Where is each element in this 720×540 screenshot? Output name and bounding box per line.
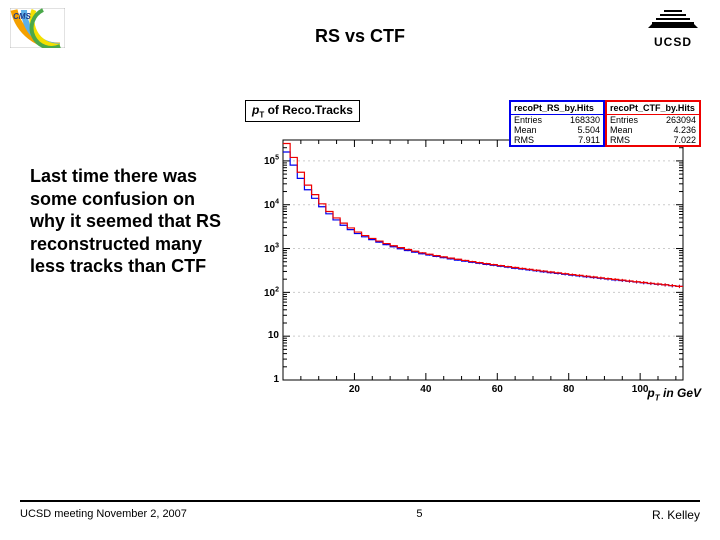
ytick-label: 1 xyxy=(239,374,279,385)
ytick-label: 104 xyxy=(239,199,279,211)
xtick-label: 40 xyxy=(411,384,441,395)
slide-title: RS vs CTF xyxy=(0,26,720,47)
xtick-label: 20 xyxy=(339,384,369,395)
xaxis-title: pT in GeV xyxy=(647,386,701,402)
chart-title: pT of Reco.Tracks xyxy=(245,100,360,122)
svg-text:CMS: CMS xyxy=(13,12,31,21)
xtick-label: 80 xyxy=(554,384,584,395)
body-text: Last time there was some confusion on wh… xyxy=(30,165,225,278)
ucsd-logo: UCSD xyxy=(644,6,702,49)
stats-box-rs: recoPt_RS_by.HitsEntries168330Mean5.504R… xyxy=(509,100,605,147)
ucsd-text: UCSD xyxy=(644,35,702,49)
ytick-label: 105 xyxy=(239,155,279,167)
ytick-label: 10 xyxy=(239,330,279,341)
xtick-label: 60 xyxy=(482,384,512,395)
chart: pT of Reco.Tracks recoPt_RS_by.HitsEntri… xyxy=(235,100,705,420)
ytick-label: 102 xyxy=(239,286,279,298)
footer: UCSD meeting November 2, 2007 5 R. Kelle… xyxy=(20,500,700,522)
page-number: 5 xyxy=(416,508,422,522)
footer-right: R. Kelley xyxy=(652,508,700,522)
stats-box-ctf: recoPt_CTF_by.HitsEntries263094Mean4.236… xyxy=(605,100,701,147)
footer-left: UCSD meeting November 2, 2007 xyxy=(20,508,187,522)
ytick-label: 103 xyxy=(239,243,279,255)
